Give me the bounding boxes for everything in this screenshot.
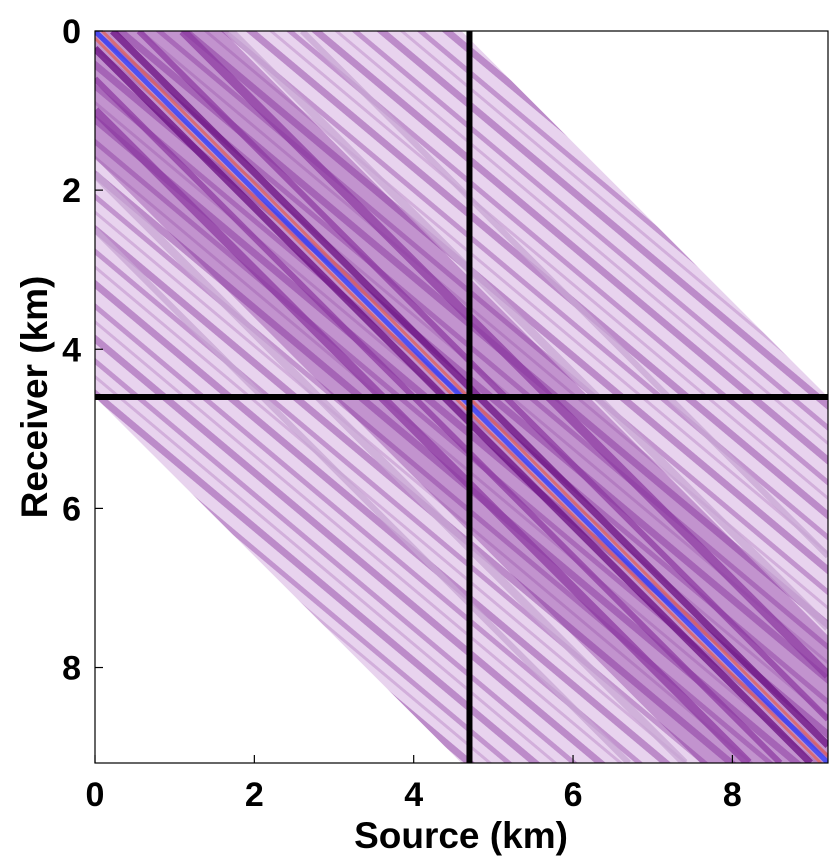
diagonal-stripe (101, 31, 828, 757)
diagonal-stripe (95, 46, 813, 763)
diagonal-stripe (300, 31, 828, 559)
diagonal-stripe (95, 37, 822, 763)
y-axis-title: Receiver (km) (14, 276, 55, 519)
y-tick-label: 6 (62, 490, 81, 528)
diagonal-stripe (95, 107, 752, 763)
plot-frame (94, 30, 829, 764)
x-tick-label: 0 (86, 776, 105, 814)
x-tick-label: 6 (564, 776, 583, 814)
diagonal-stripe (179, 31, 828, 679)
x-tick-label: 4 (404, 776, 423, 814)
x-axis-title: Source (km) (354, 815, 568, 856)
diagonal-stripe (136, 31, 828, 722)
y-tick-label: 8 (62, 650, 81, 688)
diagonal-stripe (227, 31, 828, 631)
y-tick-label: 0 (62, 13, 81, 51)
x-tick-label: 2 (245, 776, 264, 814)
y-tick-label: 2 (62, 172, 81, 210)
x-axis-ticks: 0 2 4 6 8 (86, 755, 742, 814)
y-axis-ticks: 0 2 4 6 8 (62, 13, 103, 688)
diagonal-stripe (95, 227, 631, 763)
y-tick-label: 4 (62, 331, 81, 369)
diagonal-stripe (95, 171, 688, 763)
crosshair-lines (95, 31, 828, 763)
diagonal-stripe (95, 76, 783, 763)
x-tick-label: 8 (723, 776, 742, 814)
diagonal-stripes (95, 31, 828, 763)
